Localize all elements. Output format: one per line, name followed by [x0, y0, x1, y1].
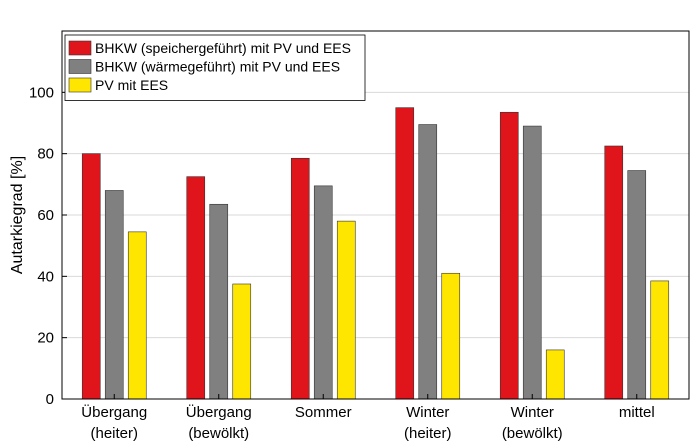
- x-tick-label: (bewölkt): [502, 425, 563, 442]
- x-tick-label: (heiter): [90, 425, 138, 442]
- bar: [209, 203, 229, 400]
- bar: [418, 124, 438, 400]
- legend: BHKW (speichergeführt) mit PV und EES BHK…: [64, 34, 366, 101]
- y-tick-label: 100: [29, 84, 54, 101]
- bar: [627, 170, 647, 400]
- y-axis-ticks: 0 20 40 60 80 100: [29, 84, 67, 408]
- bar: [127, 231, 147, 400]
- legend-swatch: [68, 77, 92, 93]
- y-tick-label: 20: [37, 330, 54, 347]
- y-axis-label: Autarkiegrad [%]: [9, 156, 26, 274]
- x-tick-label: Winter: [406, 404, 449, 421]
- legend-entry: BHKW (speichergeführt) mit PV und EES: [95, 40, 351, 56]
- bar: [186, 176, 206, 400]
- bar: [650, 280, 670, 400]
- bars: [81, 107, 670, 400]
- x-tick-label: Sommer: [295, 404, 352, 421]
- gridlines: [62, 91, 689, 400]
- bar: [604, 145, 624, 400]
- legend-entry: BHKW (wärmegeführt) mit PV und EES: [95, 59, 340, 75]
- bar: [522, 125, 542, 400]
- y-tick-label: 0: [46, 391, 54, 408]
- x-tick-label: (heiter): [404, 425, 452, 442]
- legend-swatch: [68, 59, 92, 74]
- x-tick-label: (bewölkt): [188, 425, 249, 442]
- bar: [290, 157, 310, 400]
- bar: [395, 107, 415, 400]
- bar: [545, 349, 565, 400]
- x-tick-label: mittel: [619, 404, 655, 421]
- y-tick-label: 80: [37, 146, 54, 163]
- bar: [441, 272, 461, 400]
- bar: [499, 111, 519, 400]
- x-axis-ticks: Übergang (heiter) Übergang (bewölkt) Sommer W…: [81, 394, 655, 442]
- bar: [232, 283, 252, 400]
- y-tick-label: 60: [37, 207, 54, 224]
- legend-swatch: [68, 40, 92, 56]
- bar: [313, 185, 333, 400]
- x-tick-label: Winter: [511, 404, 554, 421]
- y-tick-label: 40: [37, 268, 54, 285]
- bar: [336, 220, 356, 400]
- x-tick-label: Übergang: [81, 403, 147, 421]
- x-tick-label: Übergang: [186, 403, 252, 421]
- legend-entry: PV mit EES: [95, 77, 168, 93]
- bar: [81, 153, 101, 400]
- legend-box: [64, 34, 366, 101]
- bar: [104, 190, 124, 400]
